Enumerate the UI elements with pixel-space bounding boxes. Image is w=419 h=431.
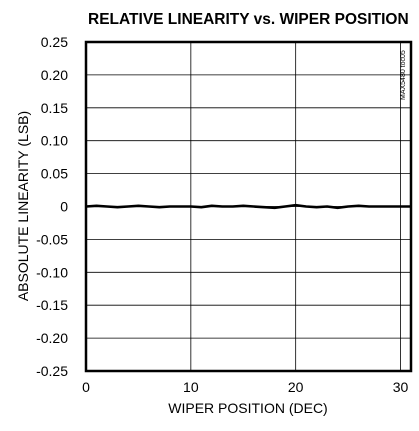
- x-tick-label: 20: [288, 379, 304, 395]
- y-tick-label: 0.25: [41, 34, 68, 50]
- y-tick-label: -0.25: [36, 363, 68, 379]
- y-tick-labels: 0.25 0.20 0.15 0.10 0.05 0 -0.05 -0.10 -0.15 -0.2…: [36, 34, 68, 379]
- x-axis-label: WIPER POSITION (DEC): [168, 400, 327, 416]
- plot-frame: [84, 40, 413, 373]
- data-layer: [85, 203, 411, 210]
- y-tick-label: -0.15: [36, 297, 68, 313]
- y-tick-label: -0.10: [36, 264, 68, 280]
- series-line: [85, 203, 411, 210]
- x-tick-labels: 0 10 20 30: [82, 379, 408, 395]
- y-tick-label: 0.10: [41, 133, 68, 149]
- y-tick-label: -0.05: [36, 231, 68, 247]
- x-tick-label: 10: [183, 379, 199, 395]
- y-tick-label: 0: [60, 199, 68, 215]
- chart-title: RELATIVE LINEARITY vs. WIPER POSITION: [88, 11, 409, 28]
- x-tick-label: 30: [393, 379, 409, 395]
- y-tick-label: 0.20: [41, 67, 68, 83]
- figure-code-label: MAX5480 toc05: [400, 50, 407, 100]
- y-axis-label: ABSOLUTE LINEARITY (LSB): [15, 111, 31, 301]
- y-tick-label: -0.20: [36, 330, 68, 346]
- x-tick-label: 0: [82, 379, 90, 395]
- y-tick-label: 0.15: [41, 100, 68, 116]
- y-tick-label: 0.05: [41, 166, 68, 182]
